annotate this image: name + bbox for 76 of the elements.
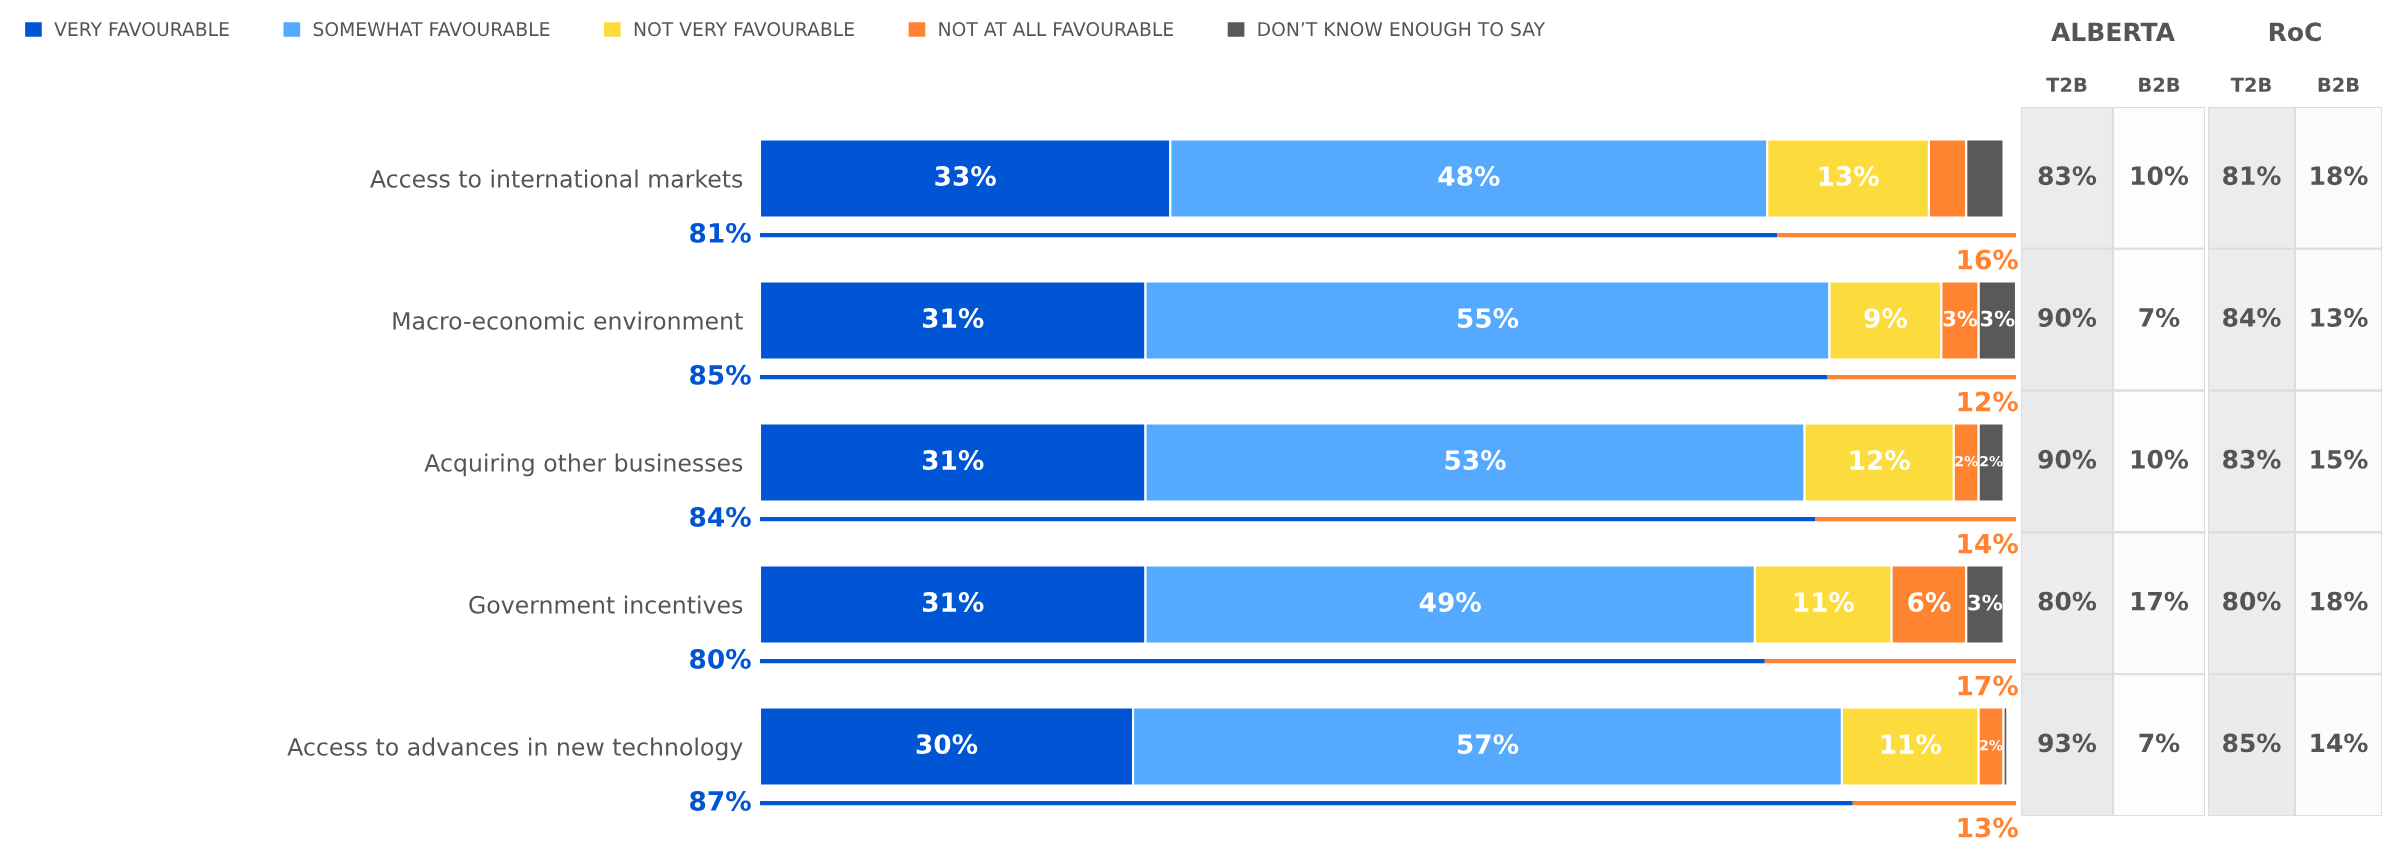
data-label: 85% <box>2223 733 2281 753</box>
y-tick-label: Access to international markets <box>370 169 743 188</box>
data-label: 90% <box>2038 308 2097 327</box>
x-tick-label: B2B <box>2318 77 2359 92</box>
bar <box>760 375 1828 380</box>
bar <box>760 801 1853 806</box>
bar <box>1852 801 2016 806</box>
data-label: 15% <box>2311 449 2368 469</box>
data-label: 49% <box>1419 592 1481 613</box>
bar <box>1764 659 2016 664</box>
annotation: 17% <box>1958 675 2018 696</box>
annotation: 12% <box>1958 391 2018 412</box>
x-tick-label: B2B <box>2139 77 2180 92</box>
bar <box>760 233 1778 238</box>
data-label: 10% <box>2131 449 2189 469</box>
bar <box>1777 233 2016 238</box>
data-label: 31% <box>922 308 984 329</box>
data-label: 2% <box>1980 455 2003 467</box>
y-tick-label: Government incentives <box>469 595 743 614</box>
data-label: 80% <box>2038 591 2097 611</box>
bar <box>760 659 1765 664</box>
data-label: 3% <box>1980 310 2015 327</box>
data-label: 84% <box>2223 308 2281 327</box>
data-label: 3% <box>1968 594 2003 611</box>
x-tick-label: T2B <box>2230 77 2271 92</box>
y-tick-label: Acquiring other businesses <box>424 453 743 477</box>
data-label: 57% <box>1457 734 1519 755</box>
data-label: 81% <box>690 222 751 243</box>
legend-label: VERY FAVOURABLE <box>54 21 229 37</box>
y-tick-label: Macro-economic environment <box>393 311 743 330</box>
data-label: 83% <box>2223 449 2281 469</box>
data-label: 13% <box>1819 166 1879 187</box>
data-label: 7% <box>2139 733 2180 753</box>
data-label: 80% <box>2223 591 2281 611</box>
data-label: 87% <box>690 790 751 811</box>
bar <box>1815 517 2016 522</box>
data-label: 14% <box>2311 733 2368 753</box>
annotation: 16% <box>1958 249 2018 270</box>
legend-label: NOT VERY FAVOURABLE <box>634 21 854 37</box>
data-label: 81% <box>2223 166 2281 186</box>
data-label: 31% <box>922 592 984 613</box>
data-label: 85% <box>690 364 751 385</box>
data-label: 80% <box>690 648 751 669</box>
data-label: 55% <box>1457 308 1519 329</box>
y-tick-label: Access to advances in new technology <box>287 737 743 761</box>
data-label: 10% <box>2131 166 2189 186</box>
data-label: 84% <box>690 506 751 527</box>
bar <box>1827 375 2016 380</box>
data-label: 7% <box>2139 308 2180 327</box>
data-label: 48% <box>1438 166 1500 187</box>
annotation: 14% <box>1958 533 2018 554</box>
data-label: 83% <box>2038 166 2097 186</box>
data-label: 11% <box>1881 734 1942 755</box>
data-label: 18% <box>2311 591 2368 611</box>
data-label: 17% <box>2131 591 2189 611</box>
data-label: 31% <box>922 450 984 471</box>
data-label: 30% <box>916 734 978 755</box>
data-label: 3% <box>1943 310 1978 327</box>
legend-label: DON’T KNOW ENOUGH TO SAY <box>1258 21 1546 37</box>
data-label: 13% <box>2311 308 2368 327</box>
data-label: 33% <box>935 166 996 187</box>
data-label: 93% <box>2038 733 2097 753</box>
annotation: 13% <box>1958 817 2018 838</box>
data-label: 90% <box>2038 449 2097 469</box>
x-tick-label: T2B <box>2046 77 2087 92</box>
data-label: 12% <box>1850 450 1910 471</box>
chart-title: ALBERTA <box>2051 22 2175 41</box>
legend-label: SOMEWHAT FAVOURABLE <box>313 21 550 37</box>
data-label: 11% <box>1794 592 1854 613</box>
legend-label: NOT AT ALL FAVOURABLE <box>939 21 1173 37</box>
data-label: 53% <box>1445 450 1506 471</box>
bar <box>760 517 1816 522</box>
chart-title: RoC <box>2269 22 2321 42</box>
data-label: 18% <box>2311 166 2368 186</box>
data-label: 9% <box>1864 308 1907 329</box>
data-label: 6% <box>1908 592 1951 613</box>
